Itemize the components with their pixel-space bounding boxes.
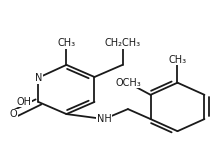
Text: O: O: [10, 109, 17, 119]
Text: OH: OH: [16, 97, 31, 107]
Text: N: N: [35, 73, 42, 83]
Text: CH₃: CH₃: [168, 55, 187, 65]
Text: NH: NH: [97, 114, 112, 124]
Text: OCH₃: OCH₃: [115, 78, 141, 88]
Text: CH₂CH₃: CH₂CH₃: [104, 38, 141, 49]
Text: CH₃: CH₃: [57, 38, 76, 49]
